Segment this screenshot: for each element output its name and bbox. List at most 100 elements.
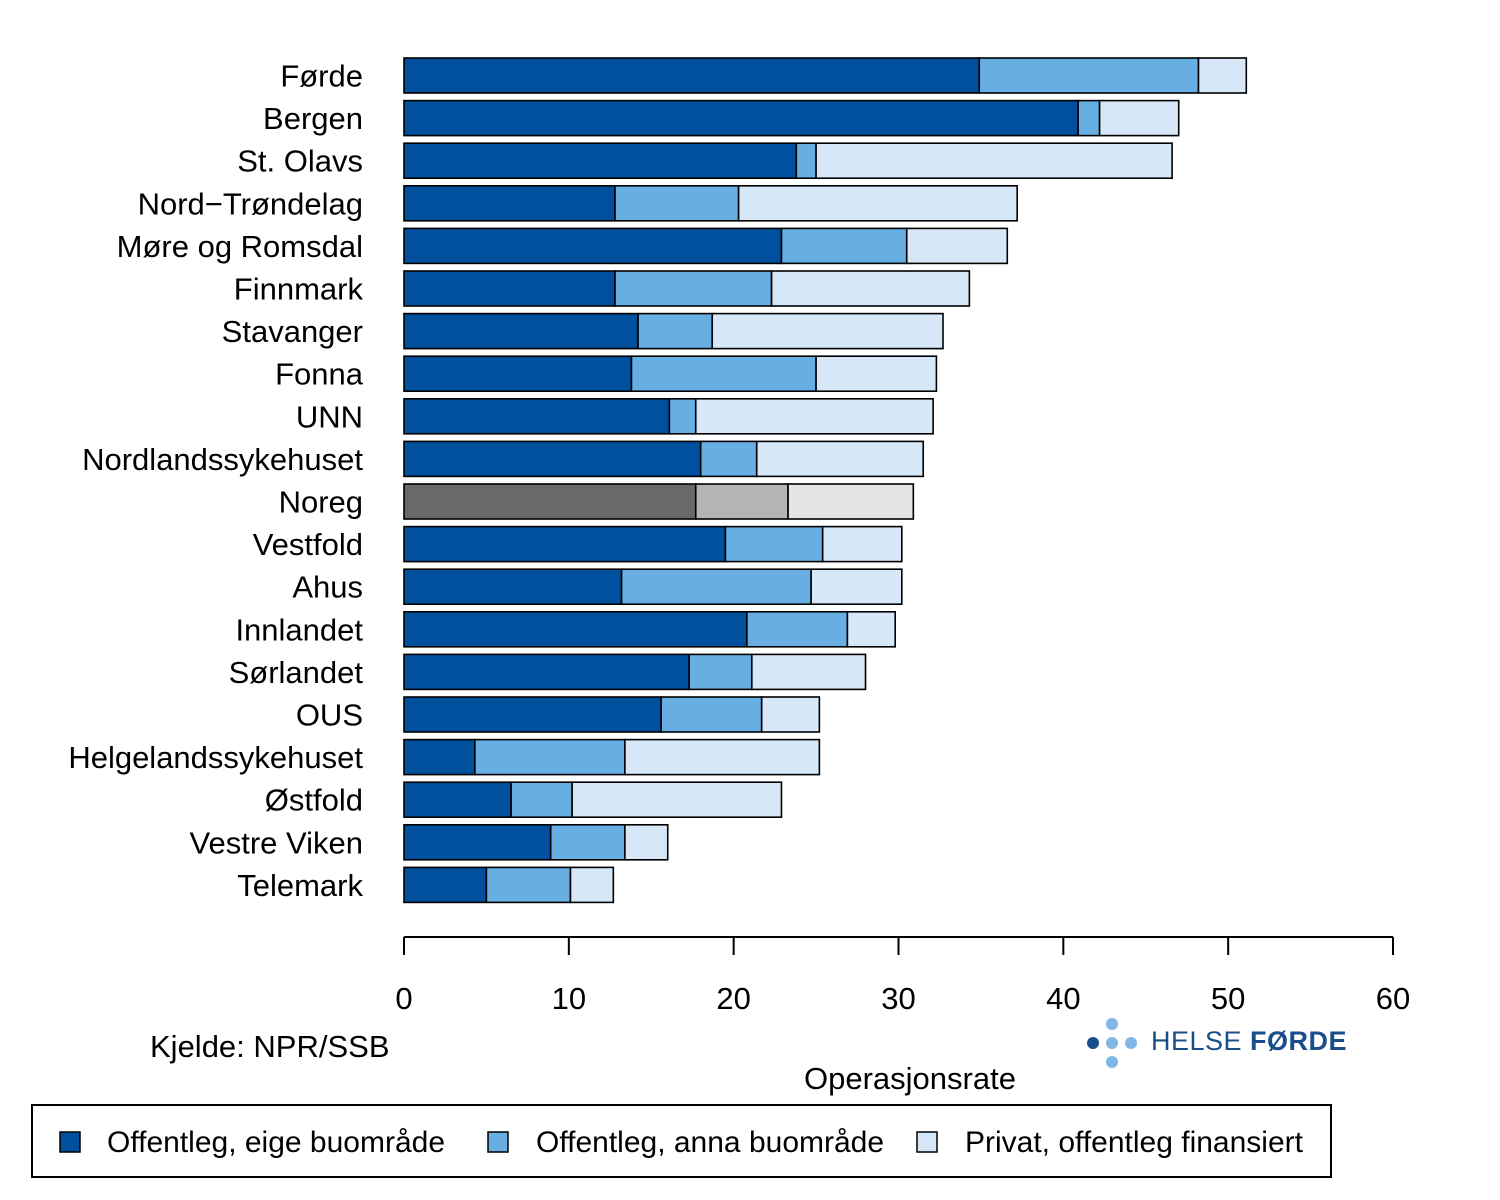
bar-ahus-series-2 <box>810 568 903 606</box>
helse-forde-logo: HELSE FØRDE <box>1087 1018 1347 1068</box>
bar-finnmark-series-0 <box>403 270 616 307</box>
bar-ous-series-0 <box>403 696 662 733</box>
x-tick-label: 60 <box>1376 981 1410 1016</box>
bar-fonna-series-1 <box>630 355 817 393</box>
bar-s-rlandet-series-2 <box>750 653 867 691</box>
logo-dots-icon <box>1087 1018 1137 1068</box>
category-label: Stavanger <box>222 314 363 349</box>
bar-m-re-og-romsdal-series-2 <box>905 227 1009 265</box>
bar-f-rde-series-1 <box>978 57 1200 94</box>
category-label: Førde <box>280 59 363 94</box>
category-labels: Førde Bergen St. Olavs Nord−Trøndelag Møre o… <box>68 59 363 903</box>
legend-swatch-private <box>916 1131 938 1153</box>
category-label: Helgelandssykehuset <box>68 740 363 775</box>
bar-bergen-series-1 <box>1077 99 1101 137</box>
bar-telemark-series-2 <box>569 866 615 904</box>
bar-stavanger-series-1 <box>637 312 714 350</box>
bar--stfold-series-0 <box>403 781 512 819</box>
category-label: UNN <box>296 399 363 434</box>
x-tick-label: 20 <box>716 981 750 1016</box>
logo-text-bold: FØRDE <box>1250 1026 1347 1056</box>
bar-fonna-series-2 <box>815 355 938 393</box>
bar-finnmark-series-1 <box>614 270 773 307</box>
bar-st-olavs-series-1 <box>795 142 817 179</box>
bar-vestfold-series-1 <box>724 525 824 563</box>
category-label: Innlandet <box>235 612 363 647</box>
bar-nordlandssykehuset-series-1 <box>699 440 758 478</box>
legend-swatch-own-area <box>59 1131 81 1153</box>
bar-nordlandssykehuset-series-2 <box>755 440 925 478</box>
x-tick-label: 10 <box>552 981 586 1016</box>
bar-stavanger-series-2 <box>711 312 944 350</box>
bar-unn-series-0 <box>403 397 671 435</box>
bar-m-re-og-romsdal-series-1 <box>780 227 908 265</box>
bars-layer <box>403 57 1248 904</box>
bar-ous-series-2 <box>760 696 821 733</box>
bar-helgelandssykehuset-series-1 <box>474 738 626 776</box>
bar-unn-series-1 <box>668 397 697 435</box>
category-label: Møre og Romsdal <box>117 229 363 264</box>
x-axis-title: Operasjonsrate <box>804 1061 1016 1096</box>
category-label: Bergen <box>263 101 363 136</box>
bar-ous-series-1 <box>660 696 763 733</box>
category-label: Nordlandssykehuset <box>82 442 363 477</box>
bar-nord-tr-ndelag-series-0 <box>403 185 616 222</box>
legend-swatch-other-area <box>487 1131 509 1153</box>
bar-ahus-series-1 <box>620 568 812 606</box>
bar-nord-tr-ndelag-series-2 <box>737 185 1018 222</box>
bar-ahus-series-0 <box>403 568 623 606</box>
bar-noreg-series-0 <box>403 483 697 520</box>
bar-st-olavs-series-0 <box>403 142 798 179</box>
category-label: Fonna <box>275 357 364 392</box>
category-label: Sørlandet <box>229 655 364 690</box>
category-label: Nord−Trøndelag <box>138 186 363 221</box>
bar--stfold-series-1 <box>510 781 573 819</box>
bar-f-rde-series-2 <box>1197 57 1248 94</box>
bar-st-olavs-series-2 <box>815 142 1173 179</box>
bar-vestfold-series-0 <box>403 525 727 563</box>
x-axis: 0 10 20 30 40 50 60 <box>395 936 1410 1016</box>
x-tick-label: 50 <box>1211 981 1245 1016</box>
bar-telemark-series-0 <box>403 866 488 904</box>
bar-helgelandssykehuset-series-2 <box>624 738 821 776</box>
bar-vestfold-series-2 <box>821 525 903 563</box>
bar-unn-series-2 <box>694 397 934 435</box>
bar-telemark-series-1 <box>485 866 572 904</box>
x-tick-label: 30 <box>881 981 915 1016</box>
legend-label-private: Privat, offentleg finansiert <box>965 1126 1304 1159</box>
bar-innlandet-series-2 <box>846 610 897 648</box>
category-label: Ahus <box>292 570 363 605</box>
bar-noreg-series-1 <box>694 483 789 520</box>
category-label: Vestre Viken <box>190 825 363 860</box>
bar-vestre-viken-series-2 <box>624 823 669 861</box>
bar-finnmark-series-2 <box>770 270 971 307</box>
bar-s-rlandet-series-1 <box>688 653 753 691</box>
category-label: Vestfold <box>253 527 363 562</box>
category-label: OUS <box>296 698 363 733</box>
bar-s-rlandet-series-0 <box>403 653 690 691</box>
bar-nord-tr-ndelag-series-1 <box>614 185 740 222</box>
logo-text: HELSE FØRDE <box>1151 1026 1347 1056</box>
bar-nordlandssykehuset-series-0 <box>403 440 702 478</box>
bar-f-rde-series-0 <box>403 57 981 94</box>
category-label: Østfold <box>265 783 363 818</box>
logo-text-regular: HELSE <box>1151 1026 1250 1056</box>
source-note: Kjelde: NPR/SSB <box>150 1029 390 1064</box>
bar-vestre-viken-series-0 <box>403 823 552 861</box>
bar-innlandet-series-0 <box>403 610 748 648</box>
bar-bergen-series-2 <box>1098 99 1180 137</box>
bar-stavanger-series-0 <box>403 312 639 350</box>
bar-innlandet-series-1 <box>746 610 849 648</box>
bar-bergen-series-0 <box>403 99 1079 137</box>
legend-box <box>31 1104 1332 1178</box>
legend-label-other-area: Offentleg, anna buområde <box>536 1126 884 1159</box>
x-tick-label: 0 <box>395 981 412 1016</box>
category-label: Noreg <box>279 485 363 520</box>
bar-m-re-og-romsdal-series-0 <box>403 227 783 265</box>
x-tick-label: 40 <box>1046 981 1080 1016</box>
category-label: Finnmark <box>234 272 364 307</box>
bar--stfold-series-2 <box>571 781 783 819</box>
bar-vestre-viken-series-1 <box>549 823 626 861</box>
bar-helgelandssykehuset-series-0 <box>403 738 476 776</box>
